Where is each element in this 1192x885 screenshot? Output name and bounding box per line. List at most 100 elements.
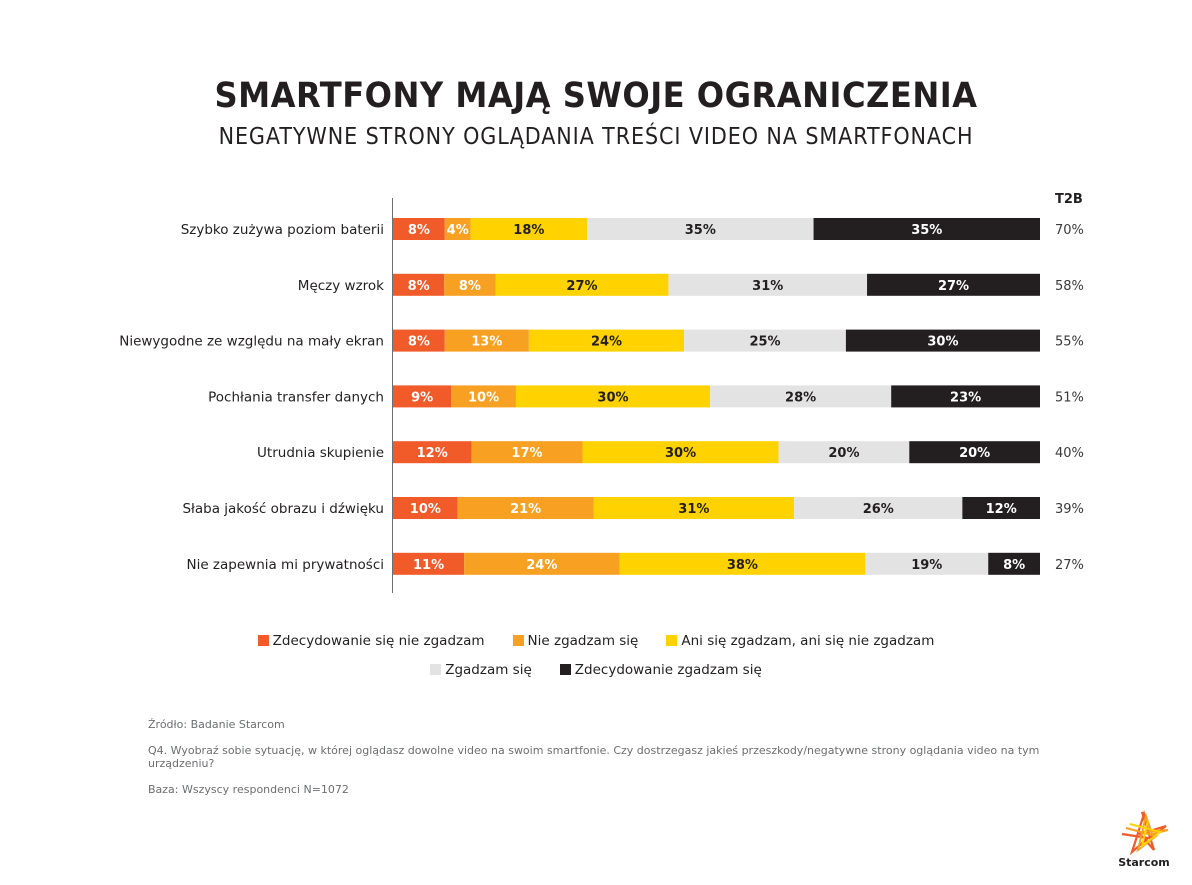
bar-segment [684,329,846,352]
data-label: 19% [911,558,942,573]
bar-segment [909,441,1040,464]
data-label: 8% [1003,558,1025,573]
data-label: 10% [410,502,441,517]
legend-item: Zgadzam się [430,662,532,678]
data-label: 23% [950,390,981,405]
legend: Zdecydowanie się nie zgadzam Nie zgadzam … [0,633,1192,649]
bar-segment [813,218,1040,240]
bar-segment [778,441,910,464]
data-label: 17% [511,446,542,461]
bar-segment [710,385,892,408]
source-note: Źródło: Badanie Starcom [148,718,285,731]
t2b-value: 39% [1055,502,1084,517]
data-label: 26% [863,502,894,517]
data-label: 30% [927,335,958,350]
bar-segment [495,273,669,296]
bar-segment [988,552,1040,575]
bar-segment [393,441,472,464]
bar-segment [528,329,685,352]
legend-item: Nie zgadzam się [512,633,638,649]
data-label: 12% [986,502,1017,517]
data-label: 11% [413,558,444,573]
legend-swatch [559,664,571,675]
data-label: 18% [513,223,544,238]
legend-label: Zgadzam się [445,662,532,678]
legend-swatch [512,635,524,646]
bar-segment [668,273,868,296]
bar-segment [582,441,779,464]
legend-label: Zdecydowanie zgadzam się [574,662,762,678]
data-label: 21% [510,502,541,517]
data-label: 27% [566,279,597,294]
footnotes: Źródło: Badanie Starcom Q4. Wyobraź sobi… [148,718,1048,809]
bar-segment [393,497,458,519]
data-label: 12% [417,446,448,461]
bar-segment [593,497,795,519]
category-label: Pochłania transfer danych [208,389,384,405]
bar-segment [393,329,445,352]
data-label: 4% [447,223,469,238]
legend-item: Zdecydowanie się nie zgadzam [257,633,485,649]
bar-segment [444,329,529,352]
data-label: 24% [591,335,622,350]
bar-segment [393,218,445,240]
bar-segment [962,497,1040,519]
legend-swatch [430,664,442,675]
bar-segment [891,385,1040,408]
legend-row-2: Zgadzam się Zdecydowanie zgadzam się [0,662,1192,678]
data-label: 31% [678,502,709,517]
data-label: 20% [828,446,859,461]
bar-segment [393,385,452,408]
chart-title: SMARTFONY MAJĄ SWOJE OGRANICZENIA [214,76,978,116]
data-label: 30% [665,446,696,461]
data-label: 8% [408,335,430,350]
starcom-star-icon [1121,809,1169,856]
data-label: 8% [408,223,430,238]
bar-segment [393,552,465,575]
data-label: 10% [468,390,499,405]
category-label: Słaba jakość obrazu i dźwięku [182,501,384,517]
bar-segment [587,218,814,240]
legend-item: Ani się zgadzam, ani się nie zgadzam [666,633,934,649]
bar-segment [464,552,620,575]
bar-segment [865,552,989,575]
category-label: Utrudnia skupienie [257,445,384,461]
bar-segment [619,552,866,575]
t2b-header: T2B [1055,192,1083,207]
data-label: 25% [749,335,780,350]
legend-2: Zgadzam się Zdecydowanie zgadzam się [0,662,1192,678]
starcom-logo: Starcom [1112,808,1176,878]
category-label: Szybko zużywa poziom baterii [181,222,384,238]
data-label: 8% [408,279,430,294]
data-label: 38% [727,558,758,573]
data-label: 35% [685,223,716,238]
data-label: 35% [911,223,942,238]
legend-item: Zdecydowanie zgadzam się [559,662,762,678]
data-label: 31% [752,279,783,294]
bar-segment [845,329,1040,352]
bar-segment [444,273,496,296]
bar-segment [867,273,1040,296]
data-label: 20% [959,446,990,461]
bar-segment [393,273,445,296]
stacked-bar-chart: T2B Szybko zużywa poziom baterii 8% 4% 18% 3… [119,192,1084,593]
data-label: 30% [597,390,628,405]
legend-swatch [666,635,678,646]
category-label: Nie zapewnia mi prywatności [186,557,384,573]
category-label: Niewygodne ze względu na mały ekran [119,334,384,350]
legend-row-1: Zdecydowanie się nie zgadzam Nie zgadzam … [0,633,1192,649]
data-label: 8% [459,279,481,294]
chart-subtitle: NEGATYWNE STRONY OGLĄDANIA TREŚCI VIDEO … [218,124,974,150]
t2b-value: 40% [1055,446,1084,461]
data-label: 9% [411,390,433,405]
data-label: 24% [526,558,557,573]
t2b-value: 55% [1055,335,1084,350]
legend-swatch [257,635,269,646]
t2b-value: 58% [1055,279,1084,294]
bar-segment [457,497,594,519]
logo-text: Starcom [1118,856,1170,869]
data-label: 27% [938,279,969,294]
bar-segment [794,497,963,519]
t2b-value: 27% [1055,558,1084,573]
bar-segment [470,218,588,240]
